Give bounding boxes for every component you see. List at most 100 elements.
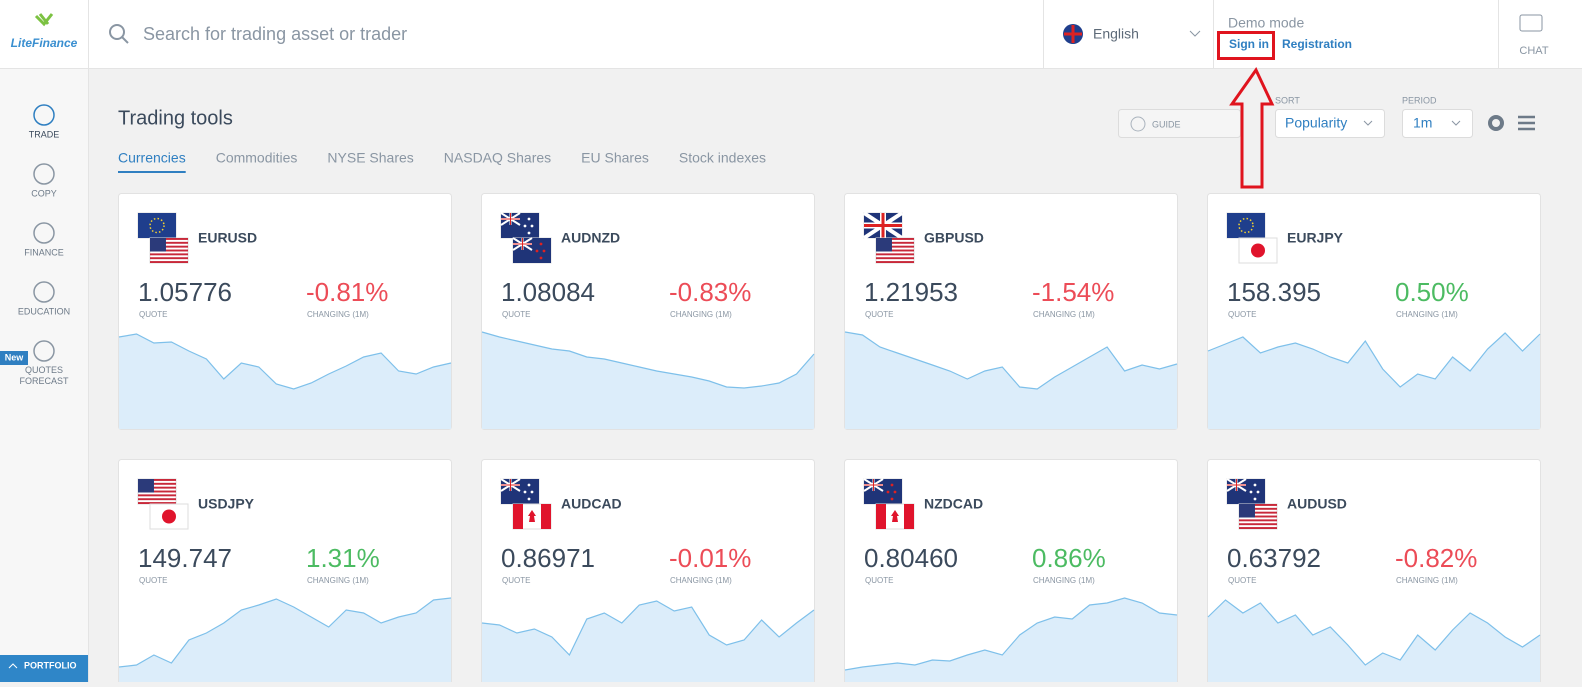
flag — [513, 238, 532, 250]
flag — [1239, 515, 1277, 518]
flag — [138, 213, 176, 238]
quote-label: QUOTE — [139, 576, 167, 585]
tab[interactable]: NASDAQ Shares — [444, 150, 551, 166]
asset-card[interactable]: AUDNZD 1.08084 QUOTE -0.83% CHANGING (1M) — [481, 193, 815, 430]
demo-mode: Demo mode — [1228, 15, 1304, 31]
sidebar-item[interactable]: EDUCATION — [18, 281, 70, 316]
portfolio-button[interactable] — [0, 655, 88, 682]
settings-icon[interactable] — [1488, 115, 1504, 131]
flag — [138, 482, 176, 485]
quote: 1.05776 — [138, 277, 232, 307]
flag — [150, 249, 188, 252]
list-view-icon[interactable] — [1518, 115, 1535, 131]
flag — [138, 479, 154, 493]
header — [0, 0, 1582, 68]
sidebar-label: TRADE — [29, 129, 60, 139]
flag — [876, 257, 914, 260]
tab[interactable]: Commodities — [216, 150, 298, 166]
sign-in[interactable]: Sign in — [1229, 37, 1269, 51]
flag — [535, 249, 539, 253]
sidebar-label: EDUCATION — [18, 306, 70, 316]
new-badge-text: New — [5, 352, 25, 362]
sidebar-icon — [33, 222, 55, 244]
change-label: CHANGING (1M) — [307, 310, 369, 319]
quote: 1.21953 — [864, 277, 958, 307]
page-title: Trading tools — [118, 107, 233, 129]
tab[interactable]: Currencies — [118, 150, 186, 166]
quote: 0.80460 — [864, 543, 958, 573]
chat[interactable]: CHAT — [1519, 14, 1549, 57]
sparkline — [844, 331, 1178, 390]
sidebar-item[interactable]: COPY — [31, 163, 57, 198]
sidebar-item[interactable]: FINANCE — [24, 222, 64, 257]
flag — [150, 238, 188, 240]
flag — [891, 510, 899, 522]
sidebar-item[interactable]: TRADE — [29, 104, 60, 139]
flag — [1239, 519, 1277, 522]
flag — [150, 261, 188, 263]
logo[interactable]: LiteFinance — [11, 13, 78, 50]
tab[interactable]: EU Shares — [581, 150, 649, 166]
language: English — [1093, 26, 1139, 42]
sort-select[interactable] — [1275, 109, 1385, 138]
flag — [1238, 217, 1254, 234]
card-bg — [481, 459, 815, 687]
symbol: EURUSD — [198, 230, 257, 246]
flag — [539, 242, 543, 246]
flag — [886, 490, 890, 494]
symbol: NZDCAD — [924, 496, 983, 512]
asset-card[interactable]: USDJPY 149.747 QUOTE 1.31% CHANGING (1M) — [118, 459, 452, 687]
asset-card[interactable]: EURUSD 1.05776 QUOTE -0.81% CHANGING (1M) — [118, 193, 452, 430]
chat-icon — [1519, 14, 1543, 32]
chat-label: CHAT — [1519, 45, 1548, 57]
new-badge — [0, 351, 28, 365]
flag — [876, 238, 892, 252]
flag — [138, 479, 176, 481]
tab[interactable]: Stock indexes — [679, 150, 766, 166]
symbol: AUDCAD — [561, 496, 622, 512]
sparkline — [118, 597, 452, 668]
annotation-arrow — [1229, 67, 1275, 189]
registration[interactable]: Registration — [1282, 37, 1352, 51]
flag — [138, 498, 176, 501]
flag — [138, 502, 176, 504]
language-select[interactable]: English — [1063, 24, 1201, 44]
search[interactable]: Search for trading asset or trader — [109, 24, 407, 44]
asset-card[interactable]: AUDCAD 0.86971 QUOTE -0.01% CHANGING (1M) — [481, 459, 815, 687]
chevron — [1189, 30, 1201, 37]
tab-underline — [118, 171, 186, 173]
flag — [1239, 504, 1255, 518]
quote-label: QUOTE — [865, 576, 893, 585]
search-placeholder: Search for trading asset or trader — [143, 24, 407, 44]
flag — [890, 497, 894, 501]
flag — [150, 241, 188, 244]
sidebar-icon — [33, 163, 55, 185]
flag — [876, 504, 886, 529]
flag — [527, 483, 531, 487]
period-select[interactable] — [1402, 109, 1473, 138]
change-label: CHANGING (1M) — [670, 310, 732, 319]
sparkline — [1207, 599, 1541, 666]
asset-card[interactable]: NZDCAD 0.80460 QUOTE 0.86% CHANGING (1M) — [844, 459, 1178, 687]
asset-card[interactable]: EURJPY 158.395 QUOTE 0.50% CHANGING (1M) — [1207, 193, 1541, 430]
sidebar-item[interactable]: QUOTES FORECAST — [19, 340, 69, 386]
flag — [1239, 507, 1277, 510]
flag — [150, 257, 188, 260]
asset-card[interactable]: GBPUSD 1.21953 QUOTE -1.54% CHANGING (1M) — [844, 193, 1178, 430]
quote: 158.395 — [1227, 277, 1321, 307]
sidebar-icon — [33, 281, 55, 303]
period-label: PERIOD — [1402, 95, 1437, 105]
change: 1.31% — [306, 543, 380, 573]
tab[interactable]: NYSE Shares — [327, 150, 413, 166]
flag — [904, 504, 914, 529]
flag — [1256, 490, 1260, 494]
quote-label: QUOTE — [1228, 576, 1256, 585]
quote: 0.63792 — [1227, 543, 1321, 573]
quote: 149.747 — [138, 543, 232, 573]
asset-card[interactable]: AUDUSD 0.63792 QUOTE -0.82% CHANGING (1M) — [1207, 459, 1541, 687]
sidebar-items: TRADE COPY FINANCE EDUCATION QUOTES FORECAST — [18, 104, 70, 386]
flag — [876, 238, 914, 240]
sparkline-area — [119, 598, 451, 687]
